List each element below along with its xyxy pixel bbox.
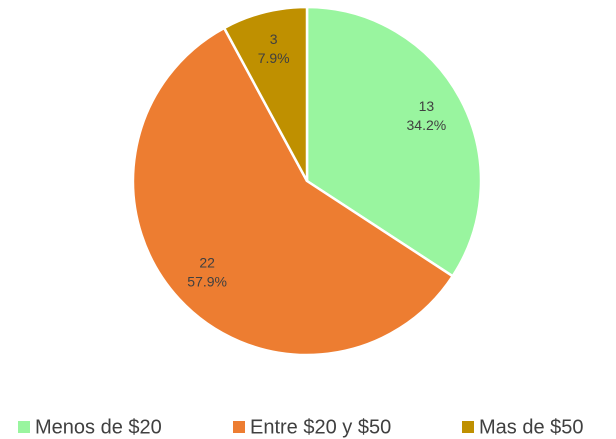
legend-label: Mas de $50 (479, 416, 584, 438)
percent-label: 34.2% (407, 117, 447, 133)
legend-label: Menos de $20 (35, 416, 162, 438)
legend-swatch (18, 421, 30, 433)
data-label: 13 (419, 98, 435, 114)
data-label: 22 (199, 255, 215, 271)
legend-swatch (462, 421, 474, 433)
legend-swatch (233, 421, 245, 433)
pie-slice (222, 5, 309, 182)
percent-label: 57.9% (187, 274, 227, 290)
pie-slice (131, 26, 455, 357)
percent-label: 7.9% (258, 50, 290, 66)
data-label: 3 (270, 31, 278, 47)
legend-label: Entre $20 y $50 (250, 416, 391, 438)
